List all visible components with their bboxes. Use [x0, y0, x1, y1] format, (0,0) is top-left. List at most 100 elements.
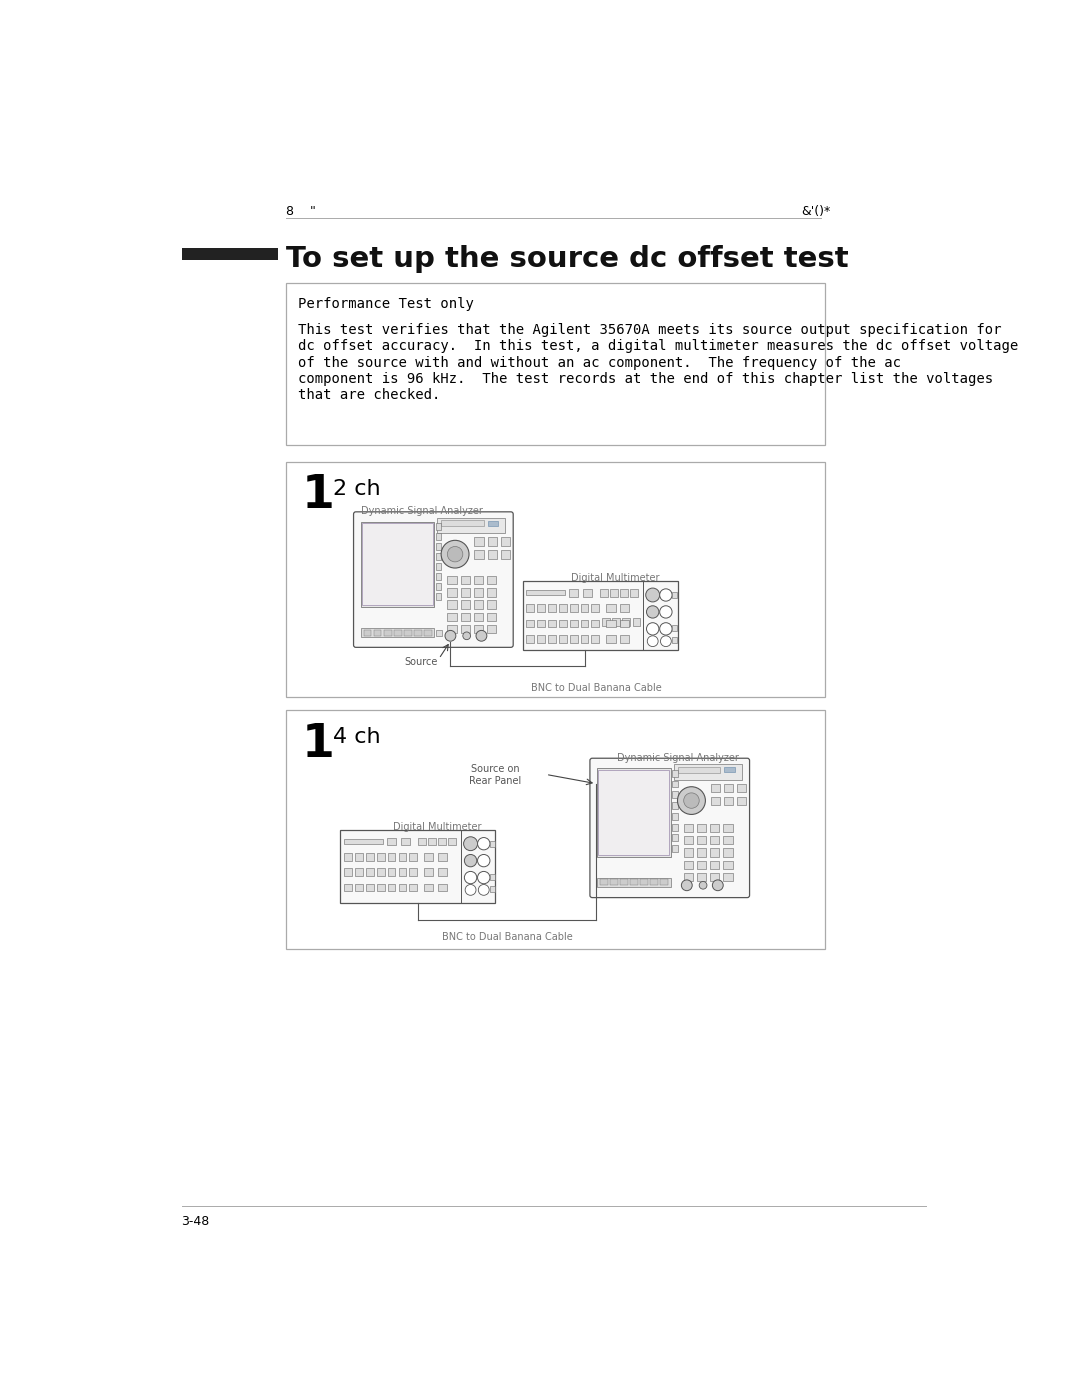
Bar	[490, 873, 495, 880]
Bar	[537, 605, 545, 612]
Bar	[724, 873, 732, 882]
Circle shape	[681, 880, 692, 891]
Text: 1: 1	[301, 722, 335, 767]
Circle shape	[646, 588, 660, 602]
Bar	[487, 576, 496, 584]
Bar	[490, 886, 495, 893]
Bar	[710, 861, 719, 869]
Bar	[447, 613, 457, 622]
Bar	[435, 524, 441, 531]
Text: 8    ": 8 "	[286, 204, 316, 218]
Text: This test verifies that the Agilent 35670A meets its source output specification: This test verifies that the Agilent 3567…	[298, 323, 1018, 402]
Bar	[569, 588, 578, 597]
Bar	[448, 838, 456, 845]
Circle shape	[647, 623, 659, 636]
Bar	[435, 573, 441, 580]
Bar	[364, 630, 372, 636]
Bar	[501, 550, 510, 559]
Bar	[355, 869, 363, 876]
Bar	[672, 791, 677, 798]
Bar	[435, 563, 441, 570]
Bar	[710, 873, 719, 882]
Bar	[570, 620, 578, 627]
Bar	[387, 838, 396, 845]
Bar	[697, 848, 706, 856]
Bar	[526, 620, 535, 627]
Circle shape	[445, 630, 456, 641]
Bar	[548, 636, 556, 643]
Bar	[684, 824, 693, 833]
Text: Performance Test only: Performance Test only	[298, 298, 474, 312]
Bar	[437, 518, 505, 534]
Bar	[620, 588, 627, 597]
Bar	[697, 873, 706, 882]
Bar	[361, 629, 434, 637]
Bar	[366, 884, 374, 891]
Bar	[377, 884, 384, 891]
Bar	[724, 784, 733, 792]
Bar	[488, 521, 499, 525]
Bar	[435, 534, 441, 541]
Bar	[447, 601, 457, 609]
Bar	[672, 802, 677, 809]
Bar	[711, 796, 720, 805]
Bar	[592, 620, 599, 627]
Bar	[414, 630, 422, 636]
Bar	[526, 591, 565, 595]
Bar	[600, 879, 608, 886]
Circle shape	[647, 606, 659, 617]
Bar	[592, 605, 599, 612]
Bar	[460, 588, 470, 597]
Bar	[559, 605, 567, 612]
Bar	[366, 869, 374, 876]
Bar	[345, 884, 352, 891]
Bar	[474, 613, 483, 622]
Bar	[672, 813, 677, 820]
Bar	[672, 845, 677, 852]
Text: BNC to Dual Banana Cable: BNC to Dual Banana Cable	[442, 932, 572, 942]
Bar	[724, 835, 732, 844]
Bar	[606, 636, 616, 643]
Bar	[340, 830, 496, 902]
Bar	[674, 764, 742, 780]
Bar	[620, 636, 630, 643]
Bar	[441, 520, 484, 527]
Bar	[724, 848, 732, 856]
Bar	[474, 538, 484, 546]
Bar	[592, 636, 599, 643]
Bar	[399, 884, 406, 891]
Bar	[487, 624, 496, 633]
Bar	[738, 784, 746, 792]
Circle shape	[447, 546, 463, 562]
Bar	[447, 624, 457, 633]
Bar	[570, 605, 578, 612]
Bar	[526, 636, 535, 643]
Bar	[640, 879, 648, 886]
Bar	[684, 848, 693, 856]
Bar	[401, 838, 410, 845]
Bar	[724, 767, 734, 773]
Text: 4 ch: 4 ch	[333, 728, 380, 747]
Bar	[438, 838, 446, 845]
Bar	[474, 601, 483, 609]
Bar	[684, 861, 693, 869]
Bar	[537, 620, 545, 627]
Bar	[684, 835, 693, 844]
Bar	[672, 824, 677, 831]
Bar	[409, 884, 417, 891]
Bar	[622, 617, 631, 626]
Text: 2 ch: 2 ch	[333, 479, 380, 499]
Bar	[631, 588, 638, 597]
Bar	[460, 624, 470, 633]
Bar	[438, 854, 447, 861]
Bar	[362, 524, 433, 605]
Bar	[672, 781, 677, 788]
Text: 3-48: 3-48	[181, 1215, 210, 1228]
Bar	[409, 854, 417, 861]
Bar	[488, 550, 497, 559]
Bar	[488, 538, 497, 546]
Circle shape	[478, 884, 489, 895]
Circle shape	[477, 872, 490, 884]
Bar	[501, 538, 510, 546]
Bar	[559, 620, 567, 627]
